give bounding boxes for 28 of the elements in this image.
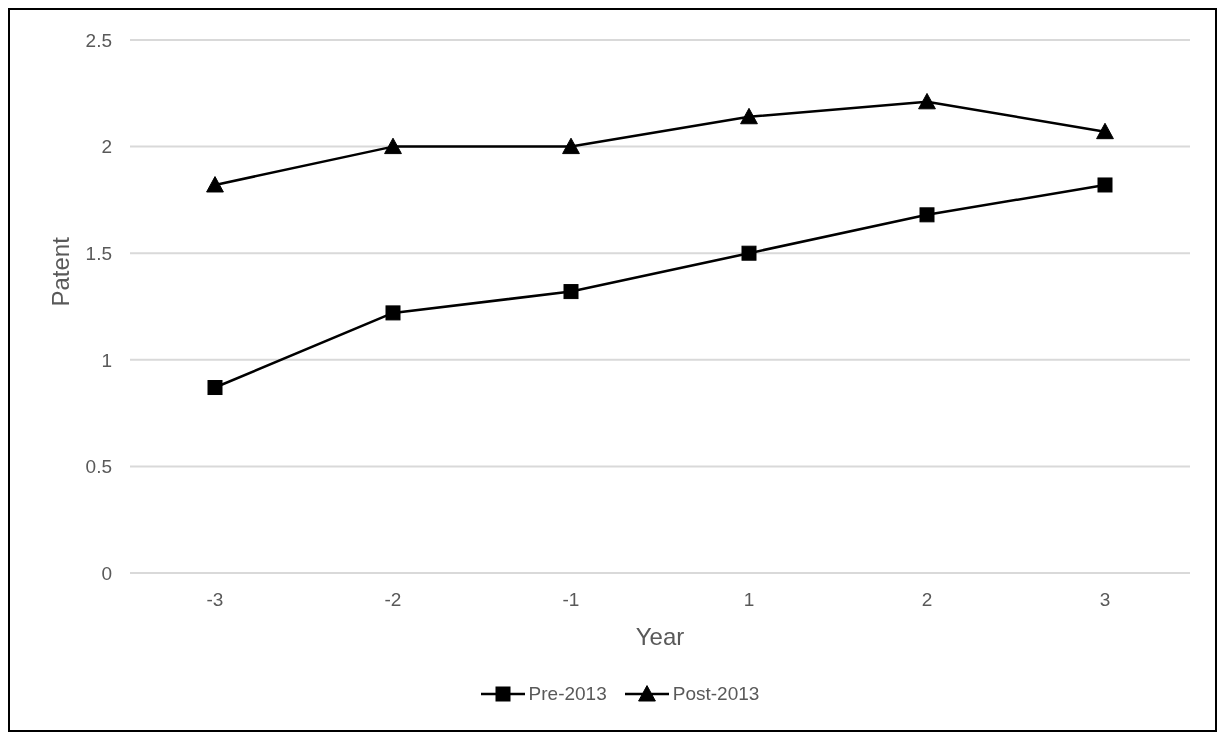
- legend-label: Pre-2013: [528, 683, 607, 705]
- point: [562, 137, 580, 155]
- x-tick-label: -2: [384, 589, 402, 611]
- point: [741, 245, 757, 261]
- point: [1096, 122, 1114, 140]
- x-tick-label: 2: [921, 589, 933, 611]
- y-tick-label: 1.5: [85, 242, 112, 264]
- x-tick-label: -3: [206, 589, 224, 611]
- x-tick-label: -1: [562, 589, 580, 611]
- legend-label: Post-2013: [672, 683, 760, 705]
- point: [563, 284, 579, 300]
- y-tick-label: 2.5: [85, 29, 112, 51]
- point: [1097, 177, 1113, 193]
- x-axis-title: Year: [635, 623, 685, 650]
- y-tick-label: 0: [101, 562, 112, 584]
- point: [384, 137, 402, 155]
- point: [918, 92, 936, 110]
- x-tick-label: 3: [1099, 589, 1111, 611]
- y-axis-title: Patent: [46, 236, 74, 307]
- point: [206, 176, 224, 193]
- point: [207, 380, 223, 396]
- x-tick-label: 1: [743, 589, 755, 611]
- point: [919, 207, 935, 223]
- y-tick-label: 1: [101, 349, 112, 371]
- point: [740, 107, 758, 125]
- y-tick-label: 2: [101, 136, 112, 158]
- y-tick-label: 0.5: [85, 456, 112, 478]
- point: [385, 305, 401, 321]
